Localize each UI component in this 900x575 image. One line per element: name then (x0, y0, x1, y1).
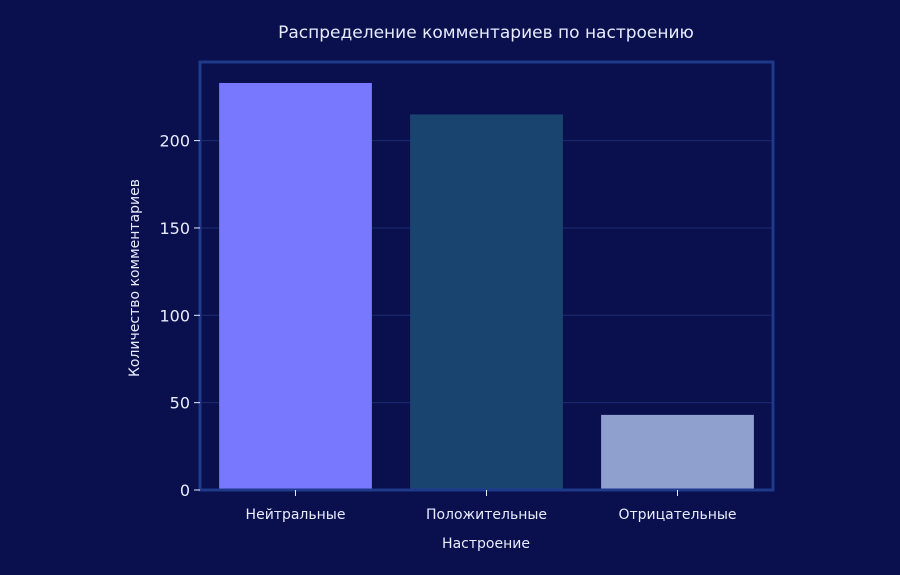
bars (219, 82, 754, 491)
x-tick-label: Положительные (426, 507, 547, 523)
x-axis-label: Настроение (442, 536, 530, 552)
bar-3 (601, 414, 754, 490)
y-tick-label: 50 (170, 394, 190, 413)
y-tick-label: 150 (159, 219, 190, 238)
y-tick-label: 100 (159, 306, 190, 325)
x-tick-label: Отрицательные (618, 507, 736, 523)
x-axis-ticks: Нейтральные Положительные Отрицательные (246, 490, 737, 523)
chart-title: Распределение комментариев по настроению (278, 23, 694, 43)
y-axis-ticks: 0 50 100 150 200 (159, 132, 200, 500)
y-tick-label: 200 (159, 132, 190, 151)
bar-2 (410, 114, 563, 490)
x-tick-label: Нейтральные (246, 507, 346, 523)
bar-1 (219, 82, 372, 491)
y-tick-label: 0 (180, 481, 190, 500)
y-axis-label: Количество комментариев (127, 179, 143, 377)
